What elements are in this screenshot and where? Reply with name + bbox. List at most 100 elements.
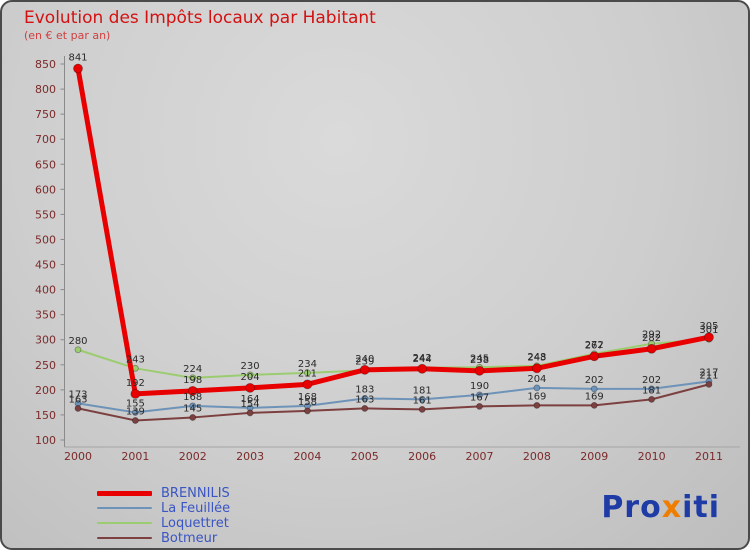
chart-title: Evolution des Impôts locaux par Habitant — [24, 8, 376, 28]
data-point — [302, 379, 313, 390]
data-point — [74, 346, 82, 354]
y-tick-label: 500 — [35, 233, 56, 246]
point-label: 183 — [355, 384, 374, 395]
point-label: 202 — [585, 375, 604, 386]
y-tick-label: 400 — [35, 284, 56, 297]
point-label: 234 — [298, 359, 317, 370]
x-tick-label: 2003 — [236, 450, 264, 463]
data-point — [189, 374, 197, 382]
data-point — [359, 364, 370, 375]
data-point — [304, 369, 311, 377]
data-point — [648, 385, 655, 393]
point-label: 292 — [642, 330, 661, 341]
point-label: 243 — [126, 354, 145, 365]
point-label: 301 — [699, 325, 718, 336]
point-label: 242 — [413, 353, 432, 364]
series-loquettret — [74, 335, 713, 382]
legend-swatch-loquettret — [97, 522, 152, 524]
data-point — [417, 363, 428, 374]
point-label: 169 — [527, 391, 546, 402]
data-point — [474, 365, 485, 376]
point-label: 202 — [642, 375, 661, 386]
data-point — [648, 395, 655, 403]
x-tick-label: 2007 — [466, 450, 494, 463]
data-point — [245, 382, 255, 393]
point-label: 168 — [183, 392, 202, 403]
data-point — [361, 394, 369, 402]
data-point — [246, 409, 254, 417]
data-point — [187, 385, 198, 396]
legend-item-botmeur: Botmeur — [97, 531, 230, 545]
x-tick-label: 2006 — [408, 450, 436, 463]
x-tick-label: 2008 — [523, 450, 551, 463]
point-label: 139 — [126, 406, 145, 417]
data-point — [590, 402, 598, 409]
point-label: 168 — [298, 392, 317, 403]
y-tick-label: 750 — [35, 108, 56, 121]
y-tick-label: 150 — [35, 409, 56, 422]
legend-label-loquettret: Loquettret — [161, 515, 229, 531]
data-point — [531, 363, 542, 374]
logo-letter-group: iti — [682, 490, 720, 525]
data-point — [705, 380, 713, 388]
point-label: 158 — [298, 397, 317, 408]
data-point — [131, 417, 139, 424]
legend-item-loquettret: Loquettret — [97, 516, 230, 530]
point-label: 245 — [470, 353, 489, 364]
point-label: 238 — [470, 355, 489, 366]
point-label: 181 — [642, 385, 661, 396]
x-tick-label: 2000 — [64, 450, 92, 463]
point-label: 841 — [68, 53, 87, 64]
legend: BRENNILIS La Feuillée Loquettret Botmeur — [97, 486, 230, 545]
chart-subtitle: (en € et par an) — [24, 29, 111, 42]
y-tick-label: 450 — [35, 259, 56, 272]
data-point — [418, 406, 426, 413]
x-tick-label: 2004 — [293, 450, 321, 463]
point-label: 217 — [699, 367, 718, 378]
point-label: 181 — [413, 385, 432, 396]
data-point — [246, 371, 254, 379]
point-label: 161 — [413, 395, 432, 406]
legend-swatch-brennilis — [97, 490, 152, 496]
y-tick-label: 550 — [35, 208, 56, 221]
point-label: 230 — [241, 361, 260, 372]
data-point — [533, 384, 541, 392]
legend-label-brennilis: BRENNILIS — [161, 485, 230, 501]
point-label: 282 — [642, 333, 661, 344]
point-label: 154 — [241, 399, 260, 410]
logo-letter-group: Pro — [601, 490, 662, 525]
legend-swatch-la-feuillee — [97, 507, 152, 509]
legend-label-botmeur: Botmeur — [161, 530, 218, 546]
y-tick-label: 350 — [35, 309, 56, 322]
axes: 100 150 200 250 300 350 400 450 500 550 600 650 700 7… — [35, 56, 740, 463]
point-label: 224 — [183, 364, 202, 375]
point-label: 145 — [183, 403, 202, 414]
y-tick-label: 250 — [35, 359, 56, 372]
point-label: 240 — [355, 354, 374, 365]
data-point — [131, 409, 139, 416]
logo-letter-group: x — [661, 490, 683, 525]
data-point — [589, 351, 600, 362]
point-label: 169 — [585, 391, 604, 402]
point-label: 272 — [585, 340, 604, 351]
y-tick-label: 300 — [35, 334, 56, 347]
data-point — [533, 402, 541, 409]
legend-item-la-feuillee: La Feuillée — [97, 501, 230, 515]
point-label: 243 — [527, 352, 546, 363]
x-tick-label: 2002 — [179, 450, 207, 463]
data-point — [476, 391, 483, 399]
data-point — [73, 63, 83, 74]
proxiti-logo: Proxiti — [601, 490, 720, 525]
data-point — [74, 405, 82, 412]
point-label: 163 — [68, 394, 87, 405]
data-point — [361, 405, 369, 412]
legend-item-brennilis: BRENNILIS — [97, 486, 230, 500]
point-label: 192 — [126, 378, 145, 389]
legend-swatch-botmeur — [97, 537, 152, 539]
chart-canvas: 100 150 200 250 300 350 400 450 500 550 600 650 700 7… — [35, 53, 740, 463]
y-tick-label: 100 — [35, 434, 56, 447]
data-point — [189, 402, 197, 410]
x-tick-label: 2010 — [638, 450, 666, 463]
data-point — [476, 403, 483, 410]
